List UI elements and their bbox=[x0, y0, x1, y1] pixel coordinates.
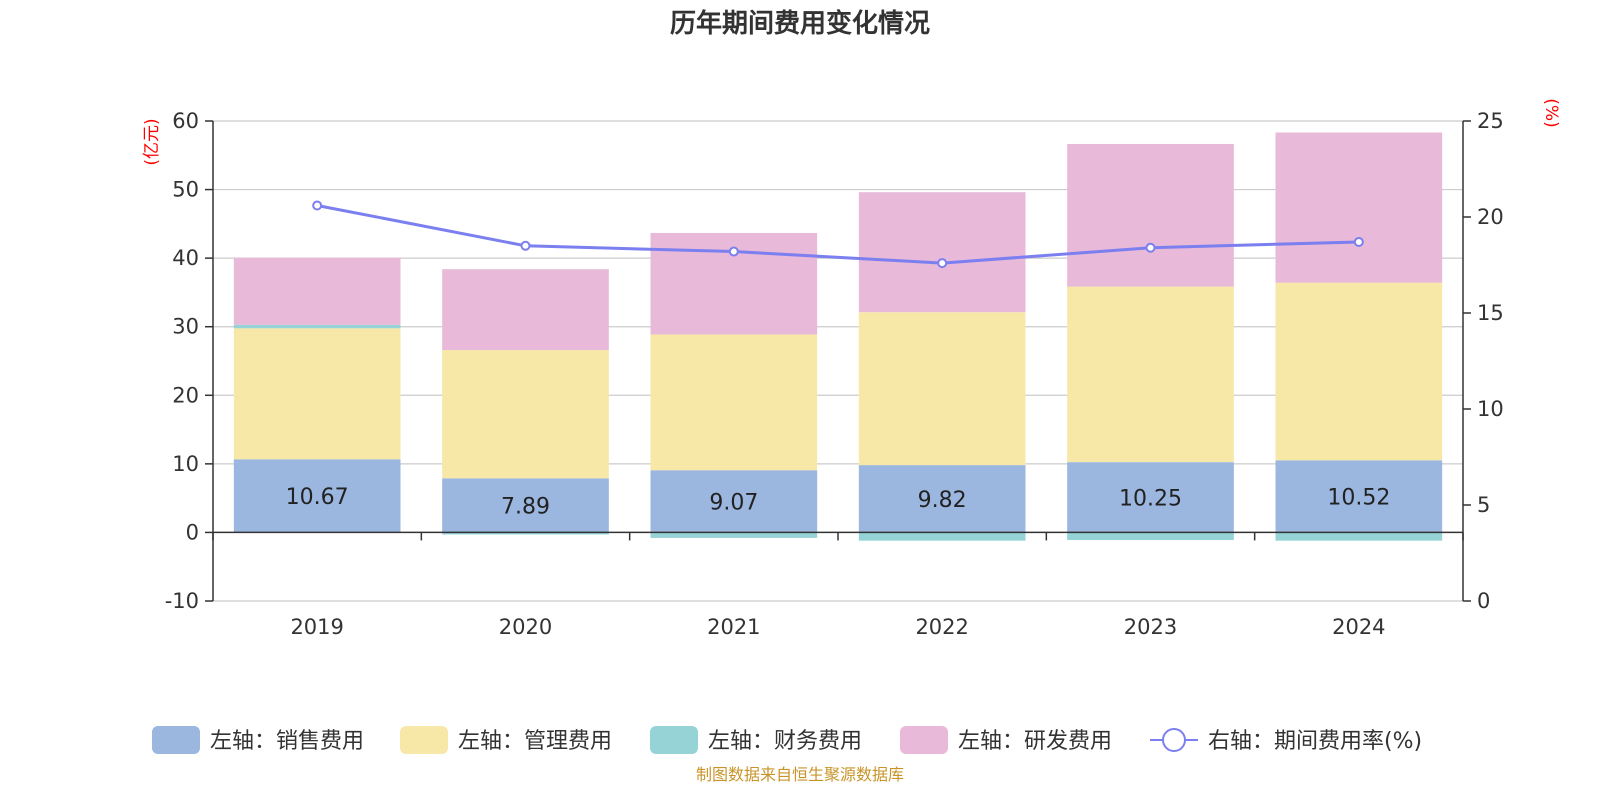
bar-segment bbox=[1067, 143, 1234, 287]
right-axis-unit: (%) bbox=[1541, 98, 1561, 127]
legend-item[interactable]: 左轴：研发费用 bbox=[900, 726, 1112, 754]
bar-segment bbox=[858, 532, 1026, 541]
legend-marker bbox=[1162, 728, 1186, 752]
bar-segment bbox=[650, 532, 818, 538]
bar-segment bbox=[858, 312, 1026, 466]
bar-segment bbox=[233, 328, 401, 460]
x-tick-label: 2023 bbox=[1124, 615, 1177, 639]
bar-segment bbox=[1067, 462, 1234, 533]
bars bbox=[233, 132, 1443, 541]
legend-swatch bbox=[650, 726, 698, 754]
left-tick-label: 30 bbox=[172, 315, 199, 339]
rate-point bbox=[520, 240, 531, 251]
left-tick-label: 10 bbox=[172, 452, 199, 476]
data-label: 10.25 bbox=[1119, 486, 1182, 511]
left-tick-label: 60 bbox=[172, 109, 199, 133]
x-tick-label: 2020 bbox=[499, 615, 552, 639]
right-tick-label: 0 bbox=[1477, 589, 1490, 613]
left-tick-label: -10 bbox=[165, 589, 199, 613]
bar-segment bbox=[442, 478, 609, 533]
bar-segment bbox=[233, 257, 401, 325]
x-tick-label: 2024 bbox=[1332, 615, 1385, 639]
right-tick-label: 15 bbox=[1477, 301, 1504, 325]
legend-item[interactable]: 右轴：期间费用率(%) bbox=[1150, 728, 1422, 754]
left-tick-label: 40 bbox=[172, 246, 199, 270]
x-tick-label: 2021 bbox=[707, 615, 760, 639]
data-label: 10.67 bbox=[286, 485, 349, 510]
legend-item[interactable]: 左轴：财务费用 bbox=[650, 726, 862, 754]
rate-point bbox=[1145, 242, 1156, 253]
rate-point bbox=[728, 246, 739, 257]
bar-segment bbox=[1275, 460, 1443, 533]
x-tick-label: 2019 bbox=[290, 615, 343, 639]
legend-swatch bbox=[900, 726, 948, 754]
rate-point bbox=[937, 258, 948, 269]
bar-segment bbox=[1275, 132, 1443, 283]
right-tick-label: 20 bbox=[1477, 205, 1504, 229]
rate-point bbox=[312, 200, 323, 211]
left-tick-label: 50 bbox=[172, 178, 199, 202]
legend-swatch bbox=[400, 726, 448, 754]
rate-point bbox=[1353, 236, 1364, 247]
right-axis-ticks: 0 5 10 15 20 25 bbox=[1463, 109, 1504, 613]
data-label: 10.52 bbox=[1327, 485, 1390, 510]
bar-segment bbox=[1067, 532, 1234, 540]
rate-line bbox=[312, 200, 1364, 269]
bar-segment bbox=[233, 324, 401, 329]
bar-segment bbox=[442, 350, 609, 479]
legend-label: 右轴：期间费用率(%) bbox=[1208, 729, 1422, 754]
x-axis-ticks: 2019 2020 2021 2022 2023 2024 bbox=[212, 532, 1464, 639]
legend-label: 左轴：研发费用 bbox=[958, 729, 1112, 754]
bar-segment bbox=[1067, 286, 1234, 463]
rate-polyline bbox=[316, 204, 1359, 265]
source-note: 制图数据来自恒生聚源数据库 bbox=[696, 765, 904, 784]
legend-label: 左轴：财务费用 bbox=[708, 729, 862, 754]
data-label: 9.07 bbox=[709, 490, 758, 515]
legend-item[interactable]: 左轴：销售费用 bbox=[152, 726, 364, 754]
bar-segment bbox=[1275, 532, 1443, 541]
x-tick-label: 2022 bbox=[915, 615, 968, 639]
left-tick-label: 20 bbox=[172, 383, 199, 407]
left-axis-ticks: -10 0 10 20 30 40 50 60 bbox=[165, 109, 213, 613]
data-label: 7.89 bbox=[501, 494, 550, 519]
data-label: 9.82 bbox=[918, 488, 967, 513]
bar-segment bbox=[858, 192, 1026, 313]
bar-segment bbox=[233, 459, 401, 533]
left-axis-unit: (亿元) bbox=[142, 118, 162, 165]
bar-segment bbox=[1275, 282, 1443, 461]
right-tick-label: 25 bbox=[1477, 109, 1504, 133]
bar-segment bbox=[650, 334, 818, 471]
bar-segment bbox=[650, 470, 818, 533]
legend-label: 左轴：销售费用 bbox=[210, 729, 364, 754]
chart-title: 历年期间费用变化情况 bbox=[670, 8, 930, 39]
legend-label: 左轴：管理费用 bbox=[458, 729, 612, 754]
bar-segment bbox=[442, 269, 609, 351]
bar-segment bbox=[858, 465, 1026, 533]
bar-segment bbox=[442, 532, 609, 535]
right-tick-label: 10 bbox=[1477, 397, 1504, 421]
legend: 左轴：销售费用 左轴：管理费用 左轴：财务费用 左轴：研发费用 右轴：期间费用率(%) bbox=[152, 726, 1422, 754]
legend-swatch bbox=[152, 726, 200, 754]
left-tick-label: 0 bbox=[186, 520, 199, 544]
legend-item[interactable]: 左轴：管理费用 bbox=[400, 726, 612, 754]
right-tick-label: 5 bbox=[1477, 493, 1490, 517]
data-labels: 10.67 7.89 9.07 9.82 10.25 10.52 bbox=[286, 485, 1391, 520]
